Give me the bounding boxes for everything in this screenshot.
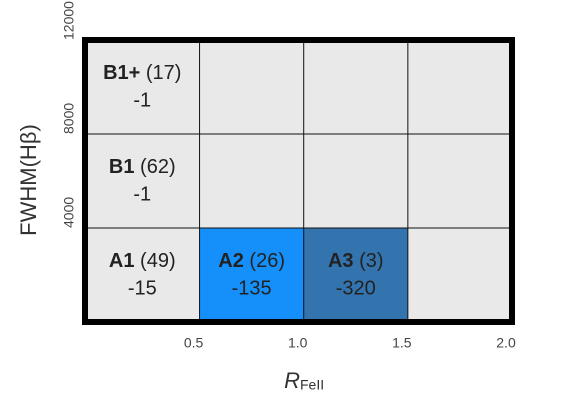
cell: [199, 228, 304, 322]
cell-count: (49): [140, 250, 176, 272]
cell-name: A2: [218, 250, 244, 272]
cell-title: B1+ (17): [103, 62, 181, 84]
cell: [85, 40, 200, 134]
cell-count: (62): [140, 156, 176, 178]
x-tick-label: 2.0: [496, 335, 516, 351]
cell: [85, 134, 200, 228]
plot-frame: [82, 37, 515, 325]
cell-count: (3): [359, 250, 383, 272]
x-axis-label-sub: FeII: [300, 377, 324, 393]
cell-name: B1+: [103, 62, 140, 84]
cell: [85, 228, 200, 322]
cell-title: B1 (62): [109, 156, 176, 178]
cell-value: -1: [133, 183, 151, 205]
x-tick-label: 0.5: [184, 335, 204, 351]
cell: [303, 228, 408, 322]
x-tick-label: 1.0: [288, 335, 308, 351]
cell-title: A2 (26): [218, 250, 285, 272]
cell-title: A3 (3): [328, 250, 384, 272]
x-tick-label: 1.5: [392, 335, 412, 351]
cell-count: (26): [249, 250, 285, 272]
y-axis-label: FWHM(Hβ): [16, 124, 41, 236]
cell-count: (17): [146, 62, 182, 84]
y-tick-label: 8000: [61, 103, 77, 134]
cell-name: A3: [328, 250, 354, 272]
y-tick-label: 12000: [61, 1, 77, 40]
x-axis-label: R: [284, 368, 300, 393]
cell-title: A1 (49): [109, 250, 176, 272]
cell-value: -1: [133, 89, 151, 111]
cell-value: -320: [336, 277, 376, 299]
cell-name: A1: [109, 250, 135, 272]
y-tick-label: 4000: [61, 197, 77, 228]
cell-value: -135: [232, 277, 272, 299]
cell-value: -15: [128, 277, 157, 299]
cell-name: B1: [109, 156, 135, 178]
